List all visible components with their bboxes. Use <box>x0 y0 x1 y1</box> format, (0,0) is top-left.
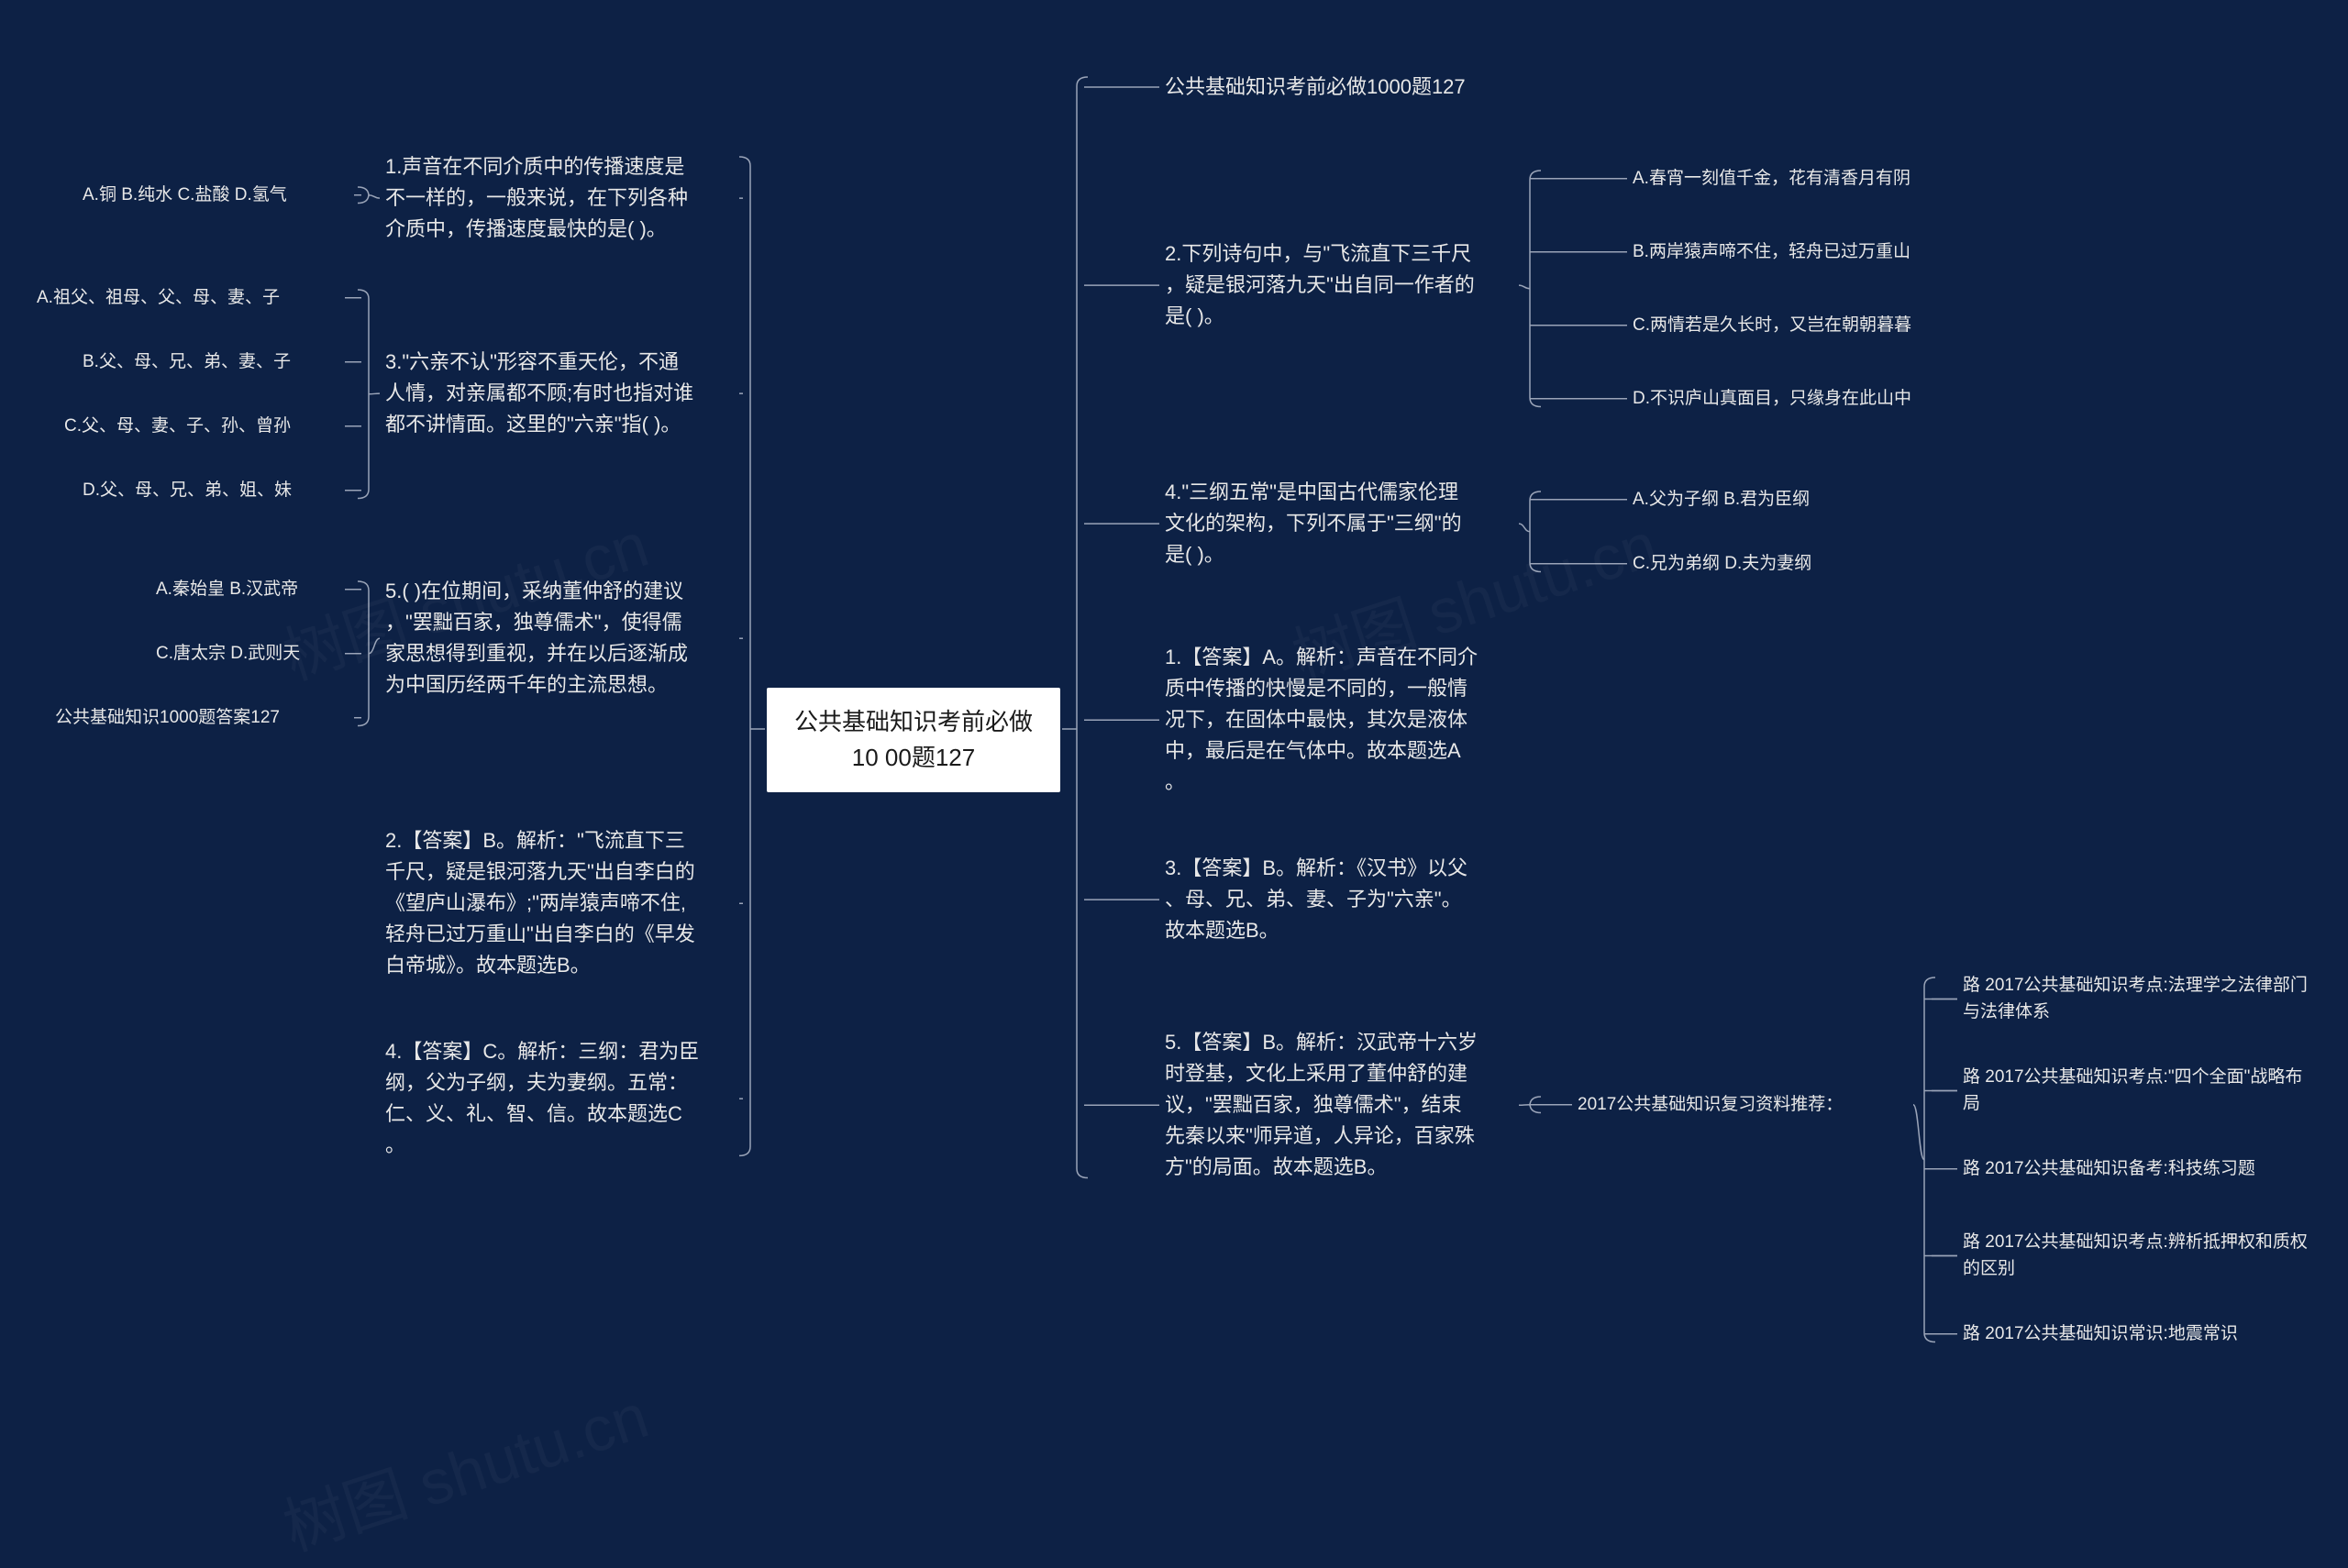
mindmap-node: 3."六亲不认"形容不重天伦，不通 人情，对亲属都不顾;有时也指对谁 都不讲情面… <box>385 347 734 440</box>
mindmap-node: D.不识庐山真面目，只缘身在此山中 <box>1633 385 1999 412</box>
mindmap-node: C.唐太宗 D.武则天 <box>156 640 339 667</box>
mindmap-node: 4.【答案】C。解析：三纲：君为臣 纲，父为子纲，夫为妻纲。五常： 仁、义、礼、… <box>385 1036 734 1161</box>
mindmap-node: C.两情若是久长时，又岂在朝朝暮暮 <box>1633 312 1999 338</box>
mindmap-node: A.秦始皇 B.汉武帝 <box>156 576 339 602</box>
mindmap-node: 1.【答案】A。解析：声音在不同介 质中传播的快慢是不同的，一般情 况下，在固体… <box>1165 642 1513 798</box>
mindmap-node: 路 2017公共基础知识考点:"四个全面"战略布 局 <box>1963 1064 2311 1118</box>
mindmap-node: B.父、母、兄、弟、妻、子 <box>83 348 339 375</box>
mindmap-node: 路 2017公共基础知识备考:科技练习题 <box>1963 1155 2311 1182</box>
mindmap-node: 2017公共基础知识复习资料推荐： <box>1578 1091 1908 1118</box>
mindmap-node: A.父为子纲 B.君为臣纲 <box>1633 486 1889 513</box>
mindmap-node: 5.( )在位期间，采纳董仲舒的建议 ，"罢黜百家，独尊儒术"，使得儒 家思想得… <box>385 576 734 701</box>
mindmap-node: 1.声音在不同介质中的传播速度是 不一样的，一般来说，在下列各种 介质中，传播速… <box>385 151 734 245</box>
mindmap-node: 3.【答案】B。解析：《汉书》以父 、母、兄、弟、妻、子为"六亲"。 故本题选B… <box>1165 853 1513 946</box>
mindmap-node: 路 2017公共基础知识常识:地震常识 <box>1963 1320 2311 1347</box>
mindmap-node: 路 2017公共基础知识考点:法理学之法律部门 与法律体系 <box>1963 972 2311 1026</box>
mindmap-node: A.祖父、祖母、父、母、妻、子 <box>37 284 339 311</box>
mindmap-node: D.父、母、兄、弟、姐、妹 <box>83 477 339 503</box>
mindmap-node: 2.下列诗句中，与"飞流直下三千尺 ，疑是银河落九天"出自同一作者的 是( )。 <box>1165 238 1513 332</box>
center-node: 公共基础知识考前必做10 00题127 <box>767 688 1060 792</box>
mindmap-node: C.父、母、妻、子、孙、曾孙 <box>64 413 339 439</box>
mindmap-node: B.两岸猿声啼不住，轻舟已过万重山 <box>1633 238 1999 265</box>
watermark: 树图 shutu.cn <box>271 1365 658 1568</box>
mindmap-node: C.兄为弟纲 D.夫为妻纲 <box>1633 550 1889 577</box>
mindmap-node: 公共基础知识1000题答案127 <box>55 704 349 731</box>
mindmap-node: 4."三纲五常"是中国古代儒家伦理 文化的架构，下列不属于"三纲"的 是( )。 <box>1165 477 1513 570</box>
mindmap-node: A.春宵一刻值千金，花有清香月有阴 <box>1633 165 1999 192</box>
mindmap-node: 5.【答案】B。解析：汉武帝十六岁 时登基，文化上采用了董仲舒的建 议，"罢黜百… <box>1165 1027 1513 1183</box>
mindmap-node: 公共基础知识考前必做1000题127 <box>1165 72 1532 103</box>
mindmap-node: 路 2017公共基础知识考点:辨析抵押权和质权 的区别 <box>1963 1229 2311 1283</box>
mindmap-node: A.铜 B.纯水 C.盐酸 D.氢气 <box>83 182 349 208</box>
mindmap-node: 2.【答案】B。解析："飞流直下三 千尺，疑是银河落九天"出自李白的 《望庐山瀑… <box>385 825 734 981</box>
